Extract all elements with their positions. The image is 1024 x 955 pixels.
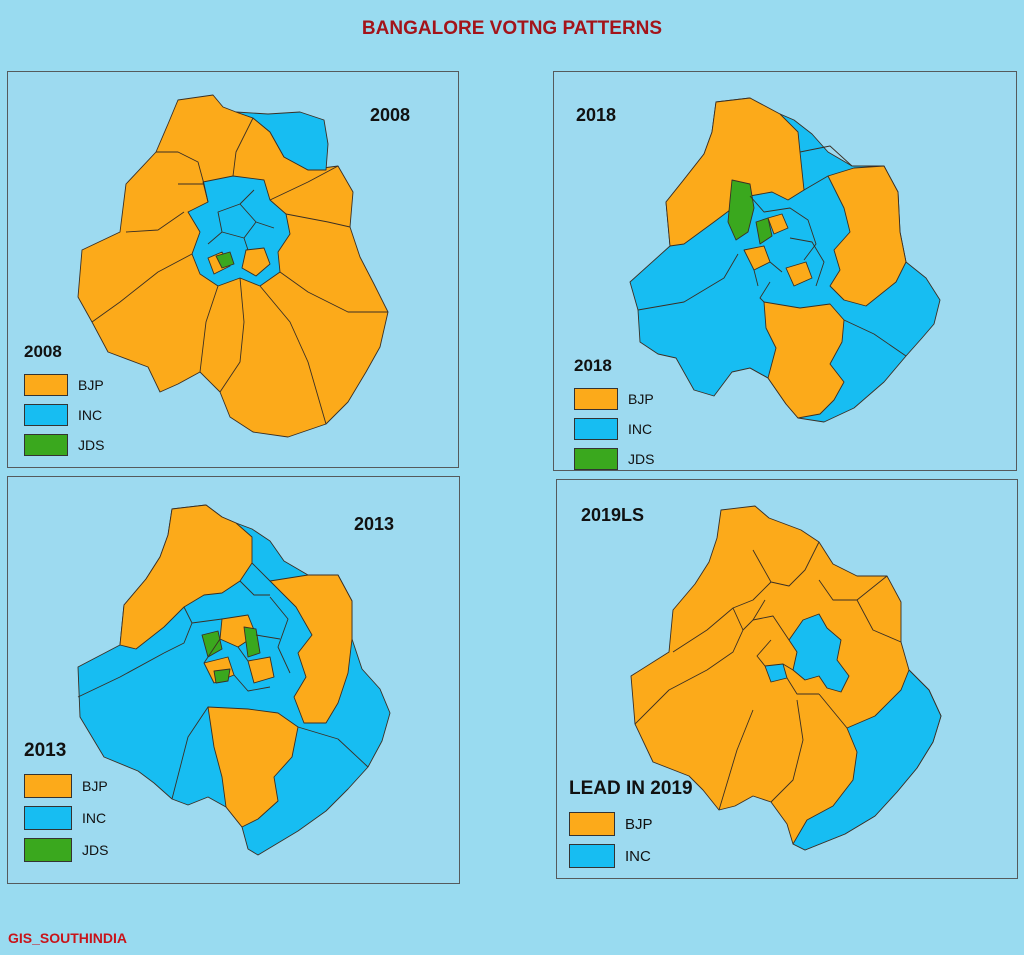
legend-item-inc: INC — [569, 840, 693, 872]
region-jds — [213, 668, 231, 684]
legend-swatch — [569, 812, 615, 836]
legend-label: JDS — [78, 437, 105, 453]
panel-year: 2013 — [354, 514, 395, 534]
legend-label: JDS — [82, 842, 109, 858]
region-bjp-nw — [119, 504, 253, 650]
region-jds — [755, 217, 773, 245]
legend-item-bjp: BJP — [569, 808, 693, 840]
legend-title: 2018 — [574, 356, 612, 375]
legend-label: BJP — [628, 391, 654, 407]
footer-credit: GIS_SOUTHINDIA — [8, 930, 128, 946]
map-2019ls — [630, 505, 942, 851]
legend-item-inc: INC — [24, 802, 108, 834]
region-bjp-east — [827, 165, 907, 307]
legend-item-inc: INC — [574, 414, 654, 444]
legend-item-jds: JDS — [574, 444, 654, 474]
legend: 2018 BJP INC JDS — [574, 356, 654, 474]
panel-year: 2008 — [370, 105, 411, 125]
region-bjp-pocket — [247, 656, 275, 684]
region-bjp-south — [207, 706, 299, 828]
legend-item-bjp: BJP — [574, 384, 654, 414]
legend-label: BJP — [78, 377, 104, 393]
legend-label: INC — [628, 421, 653, 437]
legend-item-inc: INC — [24, 400, 104, 430]
map-2008 — [77, 94, 389, 438]
legend-swatch — [24, 374, 68, 396]
legend-swatch — [569, 844, 615, 868]
region-bjp-pocket — [785, 261, 813, 287]
legend-title: 2008 — [24, 342, 62, 361]
legend-swatch — [24, 806, 72, 830]
map-2018 — [629, 97, 941, 423]
region-inc-centre — [788, 613, 850, 693]
legend-item-bjp: BJP — [24, 370, 104, 400]
map-2013 — [77, 504, 391, 856]
legend-swatch — [574, 418, 618, 440]
map-title: BANGALORE VOTNG PATTERNS — [361, 18, 663, 39]
panel-year: 2019LS — [581, 505, 645, 525]
region-jds — [727, 179, 755, 241]
legend-item-jds: JDS — [24, 834, 108, 866]
legend-label: INC — [82, 810, 107, 826]
legend-label: INC — [625, 847, 651, 865]
region-jds — [201, 630, 223, 658]
legend-item-bjp: BJP — [24, 770, 108, 802]
region-bjp-pocket — [241, 247, 271, 277]
region-jds — [215, 251, 235, 269]
legend-swatch — [574, 388, 618, 410]
legend-title: 2013 — [24, 740, 67, 761]
legend-swatch — [24, 434, 68, 456]
region-bjp-south — [763, 301, 845, 419]
legend-swatch — [574, 448, 618, 470]
legend-swatch — [24, 774, 72, 798]
region-jds — [243, 626, 261, 658]
panel-year: 2018 — [576, 105, 617, 125]
region-bjp-pocket — [767, 213, 789, 235]
legend-label: INC — [78, 407, 103, 423]
legend: 2013 BJP INC JDS — [24, 740, 108, 866]
panel-2018: 2018 2018 BJP INC JDS — [553, 71, 1017, 471]
legend-title: LEAD IN 2019 — [569, 778, 693, 799]
legend-item-jds: JDS — [24, 430, 104, 460]
legend-swatch — [24, 838, 72, 862]
panel-2008: 2008 2008 BJP INC JDS — [7, 71, 459, 468]
legend-label: JDS — [628, 451, 655, 467]
legend: LEAD IN 2019 BJP INC — [569, 778, 693, 872]
region-inc-north — [235, 111, 329, 171]
region-inc-se — [792, 669, 942, 851]
legend: 2008 BJP INC JDS — [24, 342, 104, 460]
legend-label: BJP — [82, 778, 108, 794]
region-bjp-east — [269, 574, 353, 724]
panel-2019ls: 2019LS LEAD IN 2019 BJP INC — [556, 479, 1018, 879]
legend-label: BJP — [625, 815, 653, 833]
legend-swatch — [24, 404, 68, 426]
panel-2013: 2013 2013 BJP INC JDS — [7, 476, 460, 884]
